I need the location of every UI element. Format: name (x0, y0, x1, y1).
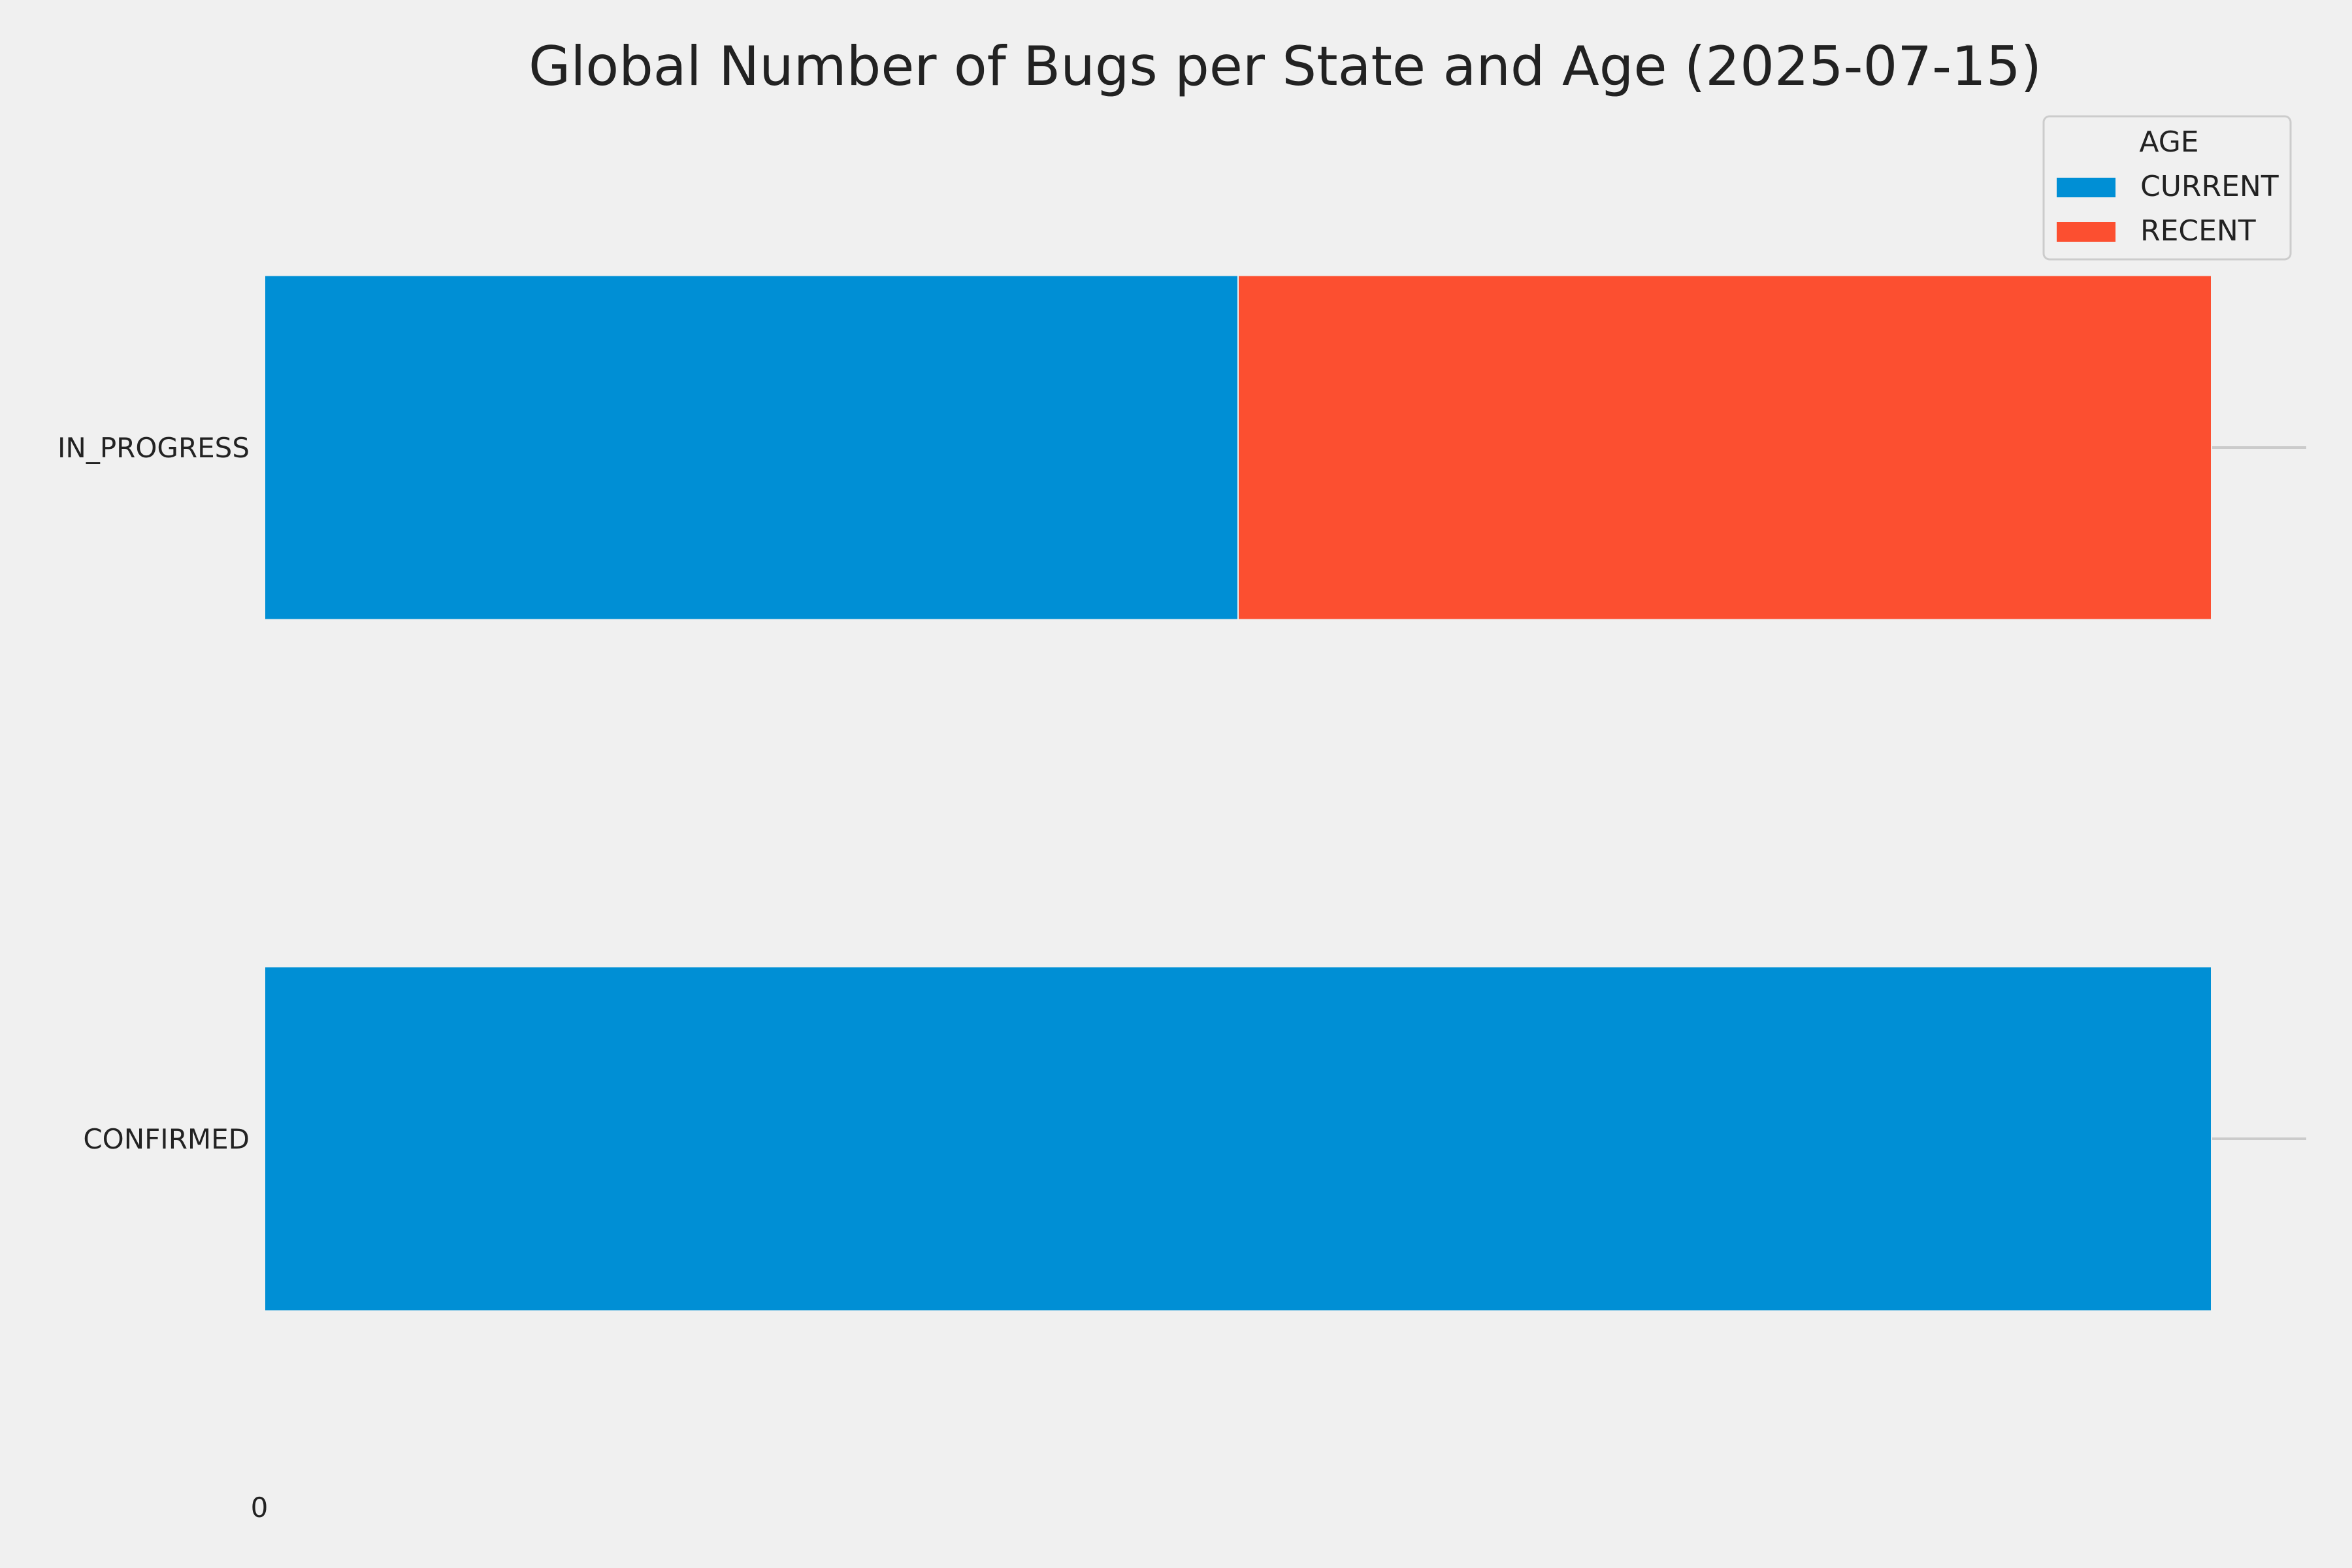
y-axis-ticks: IN_PROGRESS CONFIRMED (57, 432, 250, 1155)
chart-title: Global Number of Bugs per State and Age … (529, 35, 2042, 98)
bars-layer (264, 274, 2212, 1312)
y-tick-label: IN_PROGRESS (57, 432, 250, 464)
legend-swatch-current (2057, 178, 2115, 197)
legend: AGE CURRENT RECENT (2042, 115, 2292, 261)
legend-label-current: CURRENT (2140, 170, 2279, 203)
legend-label-recent: RECENT (2140, 214, 2256, 248)
y-tick-label: CONFIRMED (83, 1123, 250, 1155)
legend-items: CURRENT RECENT (2057, 170, 2279, 248)
legend-title: AGE (2139, 125, 2198, 159)
x-tick-label: 0 (251, 1492, 269, 1524)
bar-in_progress-current (264, 274, 1239, 621)
bar-confirmed-current (264, 966, 2212, 1312)
legend-swatch-recent (2057, 222, 2115, 242)
bar-in_progress-recent (1237, 274, 2212, 621)
x-axis-ticks: 0 (251, 1492, 269, 1524)
